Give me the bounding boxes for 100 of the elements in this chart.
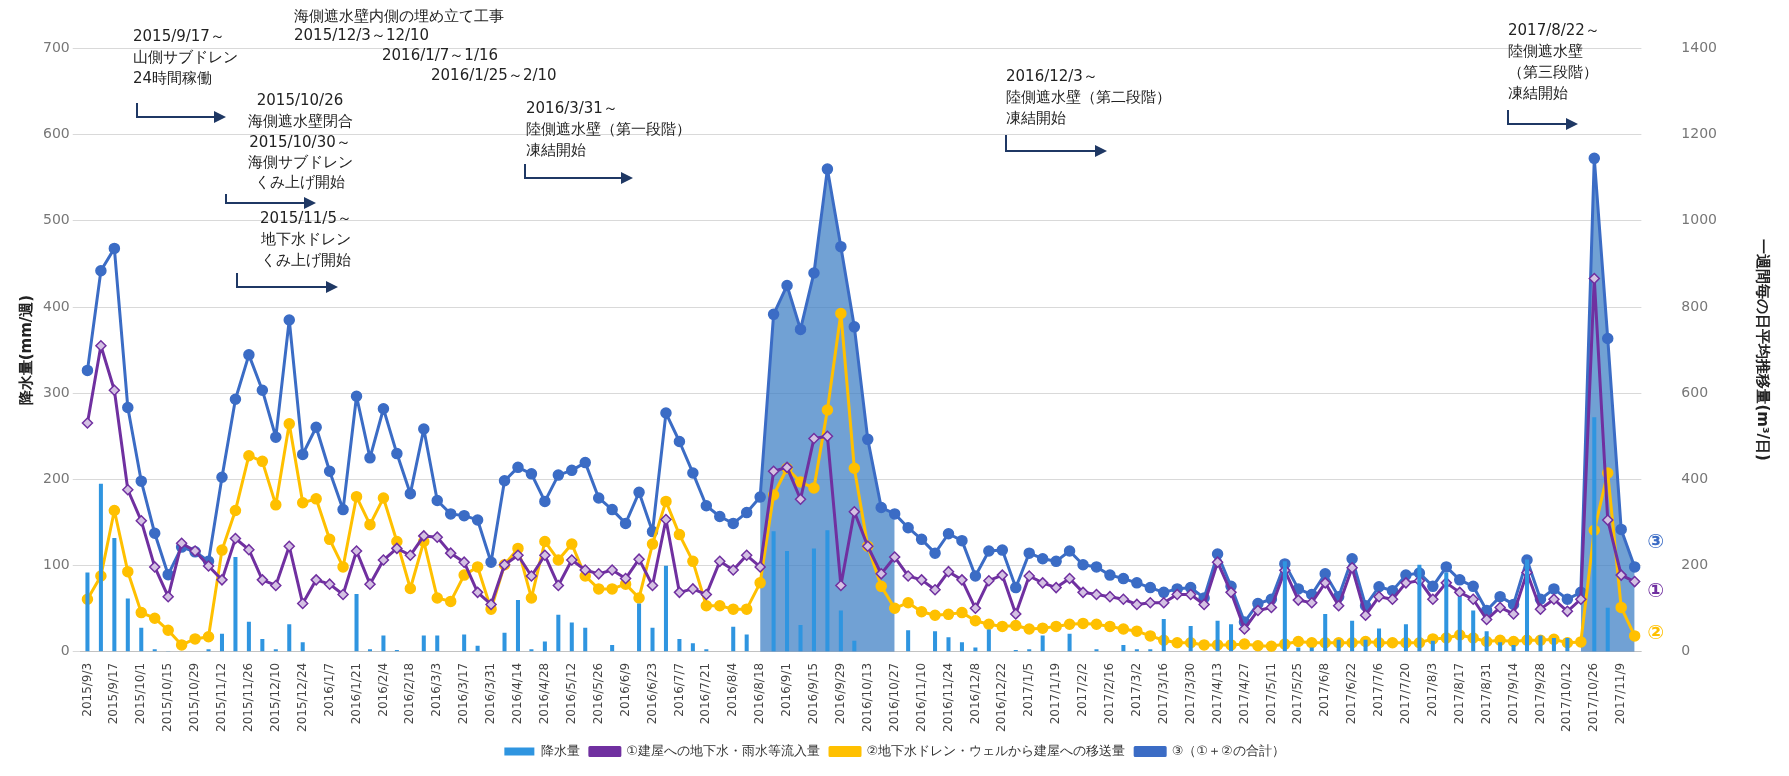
bar — [1121, 644, 1126, 652]
text: 2017/8/22～ — [1508, 21, 1600, 40]
x-tick-label: 2017/10/26 — [1586, 662, 1601, 733]
bar — [112, 538, 117, 652]
y2-tick-label: 200 — [1681, 556, 1709, 573]
text: ① — [1647, 577, 1665, 602]
x-tick-label: 2017/4/13 — [1209, 662, 1224, 725]
x-tick-label: 2016/1/21 — [348, 662, 363, 725]
bar — [1094, 649, 1099, 652]
bar — [125, 598, 130, 652]
x-tick-label: 2015/10/1 — [133, 662, 148, 725]
y2-tick-label: 1400 — [1681, 39, 1718, 56]
x-tick-label: 2017/6/8 — [1317, 662, 1332, 717]
y2-tick-label: 0 — [1681, 642, 1691, 659]
x-tick-label: 2016/4/28 — [537, 662, 552, 725]
x-tick-label: 2017/8/31 — [1478, 662, 1493, 725]
x-tick-label: 2015/11/26 — [241, 662, 256, 733]
x-tick-label: 2016/9/29 — [832, 662, 847, 725]
annotation: 凍結開始 — [526, 141, 586, 160]
annotation: （第三段階） — [1508, 63, 1598, 82]
x-tick-label: 2017/8/17 — [1451, 662, 1466, 725]
x-tick-label: 2016/2/18 — [402, 662, 417, 725]
x-tick-label: 2017/9/14 — [1505, 662, 1520, 725]
x-tick-label: 2016/5/12 — [563, 662, 578, 725]
bar — [206, 649, 211, 652]
x-tick-label: 2017/8/3 — [1424, 662, 1439, 717]
x-tick-label: 2017/11/9 — [1613, 662, 1628, 725]
annotation: 凍結開始 — [1508, 84, 1568, 103]
bar — [367, 649, 372, 652]
y-tick-label: 200 — [42, 470, 70, 487]
bar — [354, 594, 359, 652]
text: 2015/12/3～12/10 — [294, 26, 430, 45]
annotation: 2016/12/3～ — [1006, 67, 1098, 86]
bar — [690, 643, 695, 652]
bar — [959, 642, 964, 652]
bar — [825, 530, 830, 652]
bar — [1067, 633, 1072, 652]
y-tick-label: 700 — [42, 39, 70, 56]
x-tick-label: 2015/10/15 — [160, 662, 175, 733]
bar — [731, 626, 736, 652]
bar — [838, 610, 843, 652]
bar — [515, 600, 520, 652]
bar — [650, 627, 655, 652]
x-tick-label: 2016/3/17 — [456, 662, 471, 725]
x-tick-label: 2015/9/17 — [106, 662, 121, 725]
bar — [246, 621, 251, 652]
legend-label: ②地下水ドレン・ウェルから建屋への移送量 — [866, 742, 1126, 758]
annotation: くみ上げ開始 — [261, 251, 351, 270]
y-tick-label: 600 — [42, 125, 70, 142]
bar — [152, 649, 157, 652]
legend-label: 降水量 — [540, 742, 580, 758]
bar — [677, 638, 682, 652]
bar — [139, 627, 144, 652]
x-tick-label: 2016/11/10 — [913, 662, 928, 733]
bar — [502, 632, 507, 652]
bar — [906, 630, 911, 652]
bar — [1134, 649, 1139, 652]
x-tick-label: 2016/11/24 — [940, 662, 955, 733]
bar — [946, 637, 951, 652]
x-tick-label: 2016/10/13 — [859, 662, 874, 733]
bar — [542, 641, 547, 652]
x-tick-label: 2017/3/2 — [1128, 662, 1143, 717]
x-tick-label: 2017/7/20 — [1398, 662, 1413, 725]
annotation: 凍結開始 — [1006, 109, 1066, 128]
annotation: 山側サブドレン — [133, 48, 238, 67]
annotation: 2015/10/26 — [256, 91, 344, 110]
x-tick-label: 2015/12/24 — [294, 662, 309, 733]
x-tick-label: 2016/9/15 — [806, 662, 821, 725]
bar — [219, 633, 225, 652]
bar — [260, 638, 265, 652]
text: 海側遮水壁内側の埋め立て工事 — [294, 7, 504, 26]
bar — [556, 614, 561, 652]
x-tick-label: 2017/2/2 — [1075, 662, 1090, 717]
bar — [1027, 649, 1032, 652]
bar — [933, 631, 938, 652]
legend-label: ①建屋への地下水・雨水等流入量 — [626, 742, 821, 758]
bar — [300, 642, 305, 652]
x-tick-label: 2017/2/16 — [1102, 662, 1117, 725]
x-tick-label: 2016/7/7 — [671, 662, 686, 717]
bar — [529, 649, 534, 652]
bar — [1605, 607, 1610, 652]
bar — [785, 550, 790, 652]
x-tick-label: 2017/9/28 — [1532, 662, 1547, 725]
x-tick-label: 2017/6/22 — [1344, 662, 1359, 725]
x-tick-label: 2017/5/25 — [1290, 662, 1305, 725]
x-tick-label: 2016/5/26 — [590, 662, 605, 725]
bar — [798, 625, 803, 652]
annotation: 2016/3/31～ — [526, 99, 618, 118]
bar — [663, 565, 668, 652]
x-tick-label: 2017/1/19 — [1048, 662, 1063, 725]
x-tick-label: 2015/9/3 — [79, 662, 94, 717]
y-tick-label: 100 — [42, 556, 70, 573]
bar — [610, 644, 615, 652]
annotation: くみ上げ開始 — [255, 173, 345, 192]
x-tick-label: 2015/12/10 — [267, 662, 282, 733]
y-tick-label: 0 — [60, 642, 70, 659]
annotation: 2015/11/5～ — [260, 209, 352, 228]
text: 2015/9/17～ — [133, 27, 225, 46]
x-tick-label: 2016/10/27 — [886, 662, 901, 733]
bar — [811, 548, 816, 652]
